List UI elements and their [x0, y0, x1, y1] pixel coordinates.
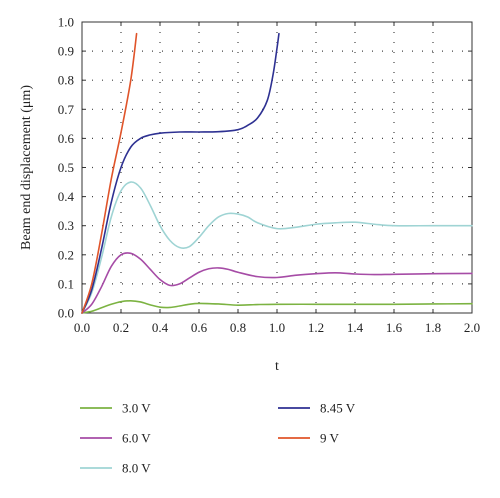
legend-item-9-v: 9 V [278, 431, 340, 446]
y-tick-label: 0.8 [58, 73, 74, 88]
x-tick-label: 0.8 [230, 320, 246, 335]
y-tick-label: 0.6 [58, 131, 75, 146]
y-tick-labels: 0.0 0.1 0.2 0.3 0.4 0.5 0.6 0.7 0.8 0.9 1.0 [58, 15, 75, 321]
plot-area [82, 22, 472, 313]
legend-item-3-0-v: 3.0 V [80, 401, 151, 416]
legend-label: 9 V [320, 431, 340, 446]
series-line-6-0-v [81, 252, 473, 314]
y-tick-label: 0.5 [58, 160, 74, 175]
x-tick-label: 1.4 [347, 320, 364, 335]
y-tick-label: 0.2 [58, 247, 74, 262]
series-line-8-45-v [81, 32, 280, 314]
x-tick-label: 1.6 [386, 320, 403, 335]
x-tick-label: 0.6 [191, 320, 208, 335]
y-tick-label: 0.7 [58, 102, 75, 117]
series-line-3-0-v [81, 299, 473, 314]
x-tick-label: 1.8 [425, 320, 441, 335]
y-tick-label: 0.3 [58, 218, 74, 233]
y-axis-title: Beam end displacement (μm) [19, 85, 34, 250]
x-tick-label: 2.0 [464, 320, 480, 335]
axes [81, 21, 473, 314]
series-lines [81, 32, 473, 314]
y-tick-label: 1.0 [58, 15, 74, 30]
legend-item-6-0-v: 6.0 V [80, 431, 151, 446]
legend: 3.0 V 6.0 V 8.0 V 8.45 V 9 V [80, 401, 356, 476]
x-tick-label: 1.0 [269, 320, 285, 335]
x-tick-labels: 0.0 0.2 0.4 0.6 0.8 1.0 1.2 1.4 1.6 1.8 2.0 [74, 320, 480, 335]
y-tick-label: 0.9 [58, 44, 74, 59]
legend-item-8-0-v: 8.0 V [80, 461, 151, 476]
legend-label: 3.0 V [122, 401, 151, 416]
x-axis-title: t [275, 359, 279, 374]
y-tick-label: 0.4 [58, 189, 75, 204]
x-tick-label: 0.4 [152, 320, 169, 335]
legend-label: 6.0 V [122, 431, 151, 446]
x-tick-label: 1.2 [308, 320, 324, 335]
x-tick-label: 0.2 [113, 320, 129, 335]
y-tick-label: 0.1 [58, 276, 74, 291]
series-line-9-v [81, 32, 138, 314]
legend-label: 8.45 V [320, 401, 356, 416]
y-tick-label: 0.0 [58, 306, 74, 321]
legend-item-8-45-v: 8.45 V [278, 401, 356, 416]
x-tick-label: 0.0 [74, 320, 90, 335]
series-line-8-0-v [81, 181, 473, 314]
legend-label: 8.0 V [122, 461, 151, 476]
